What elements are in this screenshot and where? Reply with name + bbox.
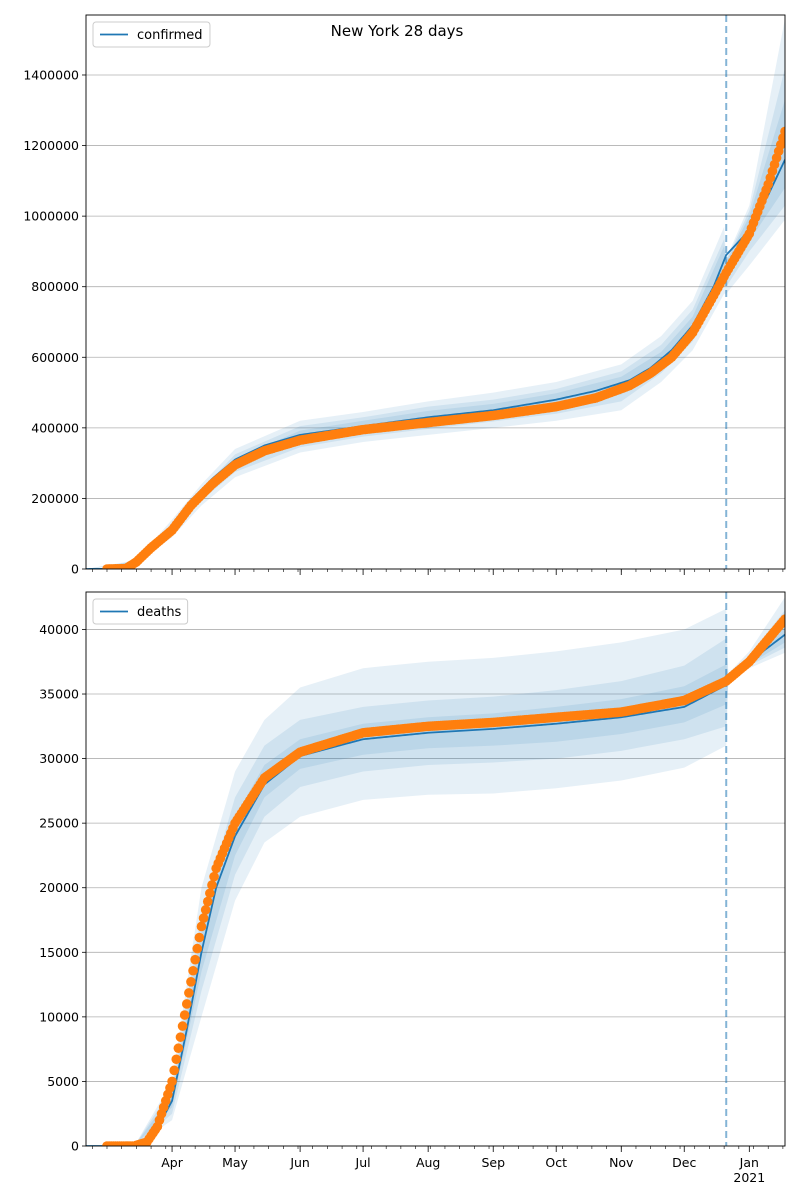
plot-frame bbox=[85, 591, 786, 1147]
observed-point bbox=[181, 999, 192, 1009]
x-tick-label: Jan bbox=[739, 1155, 759, 1170]
confidence-band bbox=[86, 610, 785, 1146]
figure-title: New York 28 days bbox=[331, 22, 464, 40]
observed-point bbox=[175, 1032, 186, 1042]
observed-point bbox=[171, 1054, 182, 1065]
x-tick-label: Jul bbox=[355, 1155, 371, 1170]
observed-point bbox=[780, 126, 785, 137]
legend-box bbox=[92, 598, 189, 625]
observed-point bbox=[188, 965, 198, 976]
model-line bbox=[86, 633, 785, 1146]
x-tick-label: Nov bbox=[609, 1155, 634, 1170]
observed-point bbox=[205, 888, 215, 899]
x-tick-label: Dec bbox=[672, 1155, 696, 1170]
y-tick-label: 800000 bbox=[31, 279, 79, 294]
y-tick-label: 600000 bbox=[31, 350, 79, 365]
plot-area bbox=[86, 592, 785, 1146]
legend: confirmed bbox=[92, 21, 211, 48]
y-tick-label: 10000 bbox=[39, 1009, 79, 1024]
observed-point bbox=[207, 880, 217, 890]
y-tick-label: 0 bbox=[71, 1139, 79, 1154]
confirmed-chart: 0 200000 400000 600000 800000 1000000 1200000 1… bbox=[23, 14, 786, 577]
x-tick-label: Sep bbox=[481, 1155, 505, 1170]
observed-point bbox=[200, 905, 211, 915]
observed-point bbox=[780, 614, 785, 624]
observed-point bbox=[177, 1021, 188, 1031]
confidence-band bbox=[86, 597, 785, 1146]
y-tick-label: 1000000 bbox=[23, 209, 79, 224]
observed-point bbox=[173, 1043, 184, 1054]
y-tick-label: 0 bbox=[71, 562, 79, 577]
confidence-band bbox=[86, 67, 785, 569]
observed-point bbox=[167, 1076, 177, 1087]
y-tick-label: 400000 bbox=[31, 420, 79, 435]
x-tick-label: Oct bbox=[545, 1155, 567, 1170]
y-tick-label: 200000 bbox=[31, 491, 79, 506]
x-tick-label: Apr bbox=[161, 1155, 183, 1170]
x-tick-label: Aug bbox=[416, 1155, 440, 1170]
legend-box bbox=[92, 21, 211, 48]
y-tick-label: 25000 bbox=[39, 816, 79, 831]
legend: deaths bbox=[92, 598, 189, 625]
deaths-chart: 0 5000 10000 15000 20000 25000 30000 35000 40000… bbox=[39, 591, 786, 1185]
observed-point bbox=[202, 896, 213, 907]
observed-point bbox=[194, 932, 205, 943]
plot-area bbox=[86, 15, 785, 569]
y-tick-label: 40000 bbox=[39, 622, 79, 637]
x-tick-label: Jun bbox=[289, 1155, 310, 1170]
observed-point bbox=[192, 943, 203, 954]
y-tick-label: 35000 bbox=[39, 687, 79, 702]
observed-point bbox=[186, 977, 196, 987]
x-tick-label: May bbox=[222, 1155, 248, 1170]
y-tick-label: 15000 bbox=[39, 945, 79, 960]
y-tick-label: 5000 bbox=[47, 1074, 79, 1089]
y-tick-label: 1200000 bbox=[23, 138, 79, 153]
plot-frame bbox=[85, 14, 786, 570]
observed-point bbox=[196, 921, 207, 932]
observed-point bbox=[198, 913, 209, 923]
observed-point bbox=[209, 871, 219, 882]
y-tick-label: 1400000 bbox=[23, 67, 79, 82]
observed-point bbox=[184, 988, 194, 998]
observed-point bbox=[190, 954, 200, 965]
observed-point bbox=[169, 1065, 179, 1076]
legend-label: deaths bbox=[137, 605, 182, 620]
observed-point bbox=[179, 1010, 190, 1020]
y-tick-label: 20000 bbox=[39, 880, 79, 895]
x-year-label: 2021 bbox=[733, 1170, 765, 1185]
y-tick-label: 30000 bbox=[39, 751, 79, 766]
legend-label: confirmed bbox=[137, 28, 203, 43]
